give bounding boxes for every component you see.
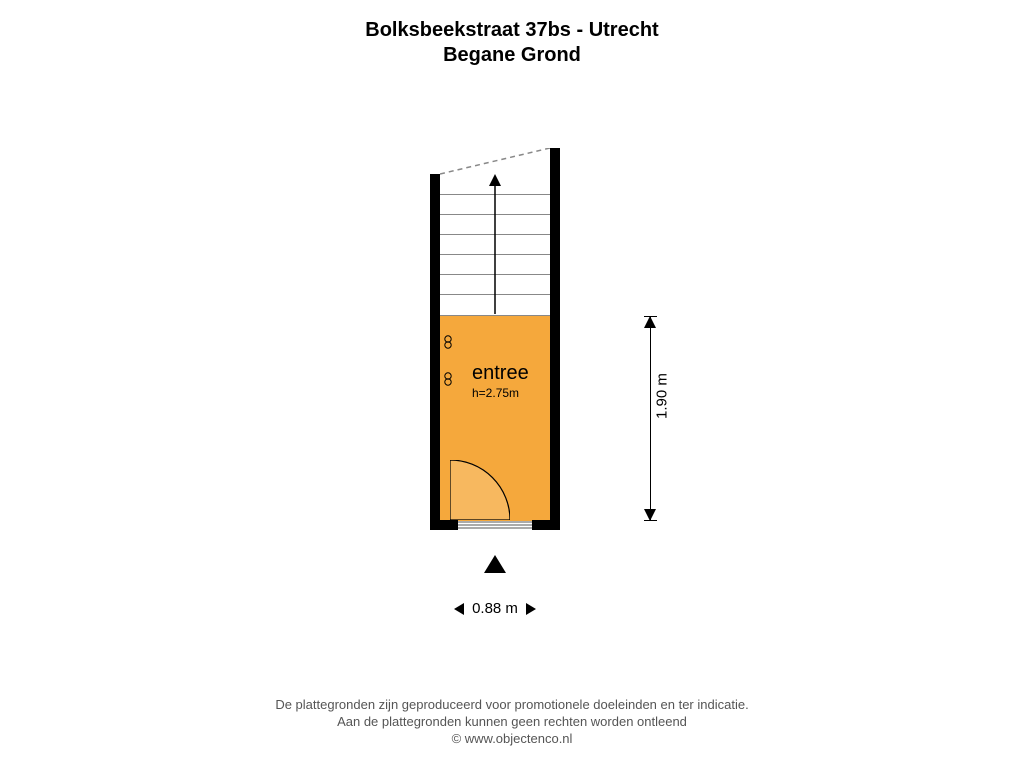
- dimension-depth-value: 1.90 m: [654, 373, 671, 419]
- wall-bottom-left: [430, 520, 458, 530]
- footer-line-1: De plattegronden zijn geproduceerd voor …: [0, 697, 1024, 714]
- room-height-label: h=2.75m: [472, 386, 519, 400]
- title-line-2: Begane Grond: [0, 43, 1024, 68]
- footer-line-2: Aan de plattegronden kunnen geen rechten…: [0, 714, 1024, 731]
- north-indicator: [430, 555, 560, 578]
- footer: De plattegronden zijn geproduceerd voor …: [0, 697, 1024, 748]
- triangle-up-icon: [484, 555, 506, 573]
- arrow-down-icon: [644, 509, 656, 521]
- meter-fixture-icon: [442, 335, 454, 349]
- triangle-left-icon: [454, 603, 464, 615]
- door-threshold: [458, 520, 532, 530]
- dimension-depth: 1.90 m: [640, 316, 700, 521]
- dimension-width-value: 0.88 m: [472, 600, 518, 617]
- meter-fixture-icon: [442, 372, 454, 386]
- title-block: Bolksbeekstraat 37bs - Utrecht Begane Gr…: [0, 18, 1024, 68]
- arrow-up-icon: [644, 316, 656, 328]
- dimension-width: 0.88 m: [430, 600, 560, 630]
- wall-right: [550, 148, 560, 530]
- wall-left: [430, 174, 440, 530]
- wall-bottom-right: [532, 520, 560, 530]
- door-swing-icon: [450, 460, 510, 520]
- room-label: entree: [472, 362, 529, 385]
- floorplan: entree h=2.75m: [430, 140, 560, 530]
- dimension-line: [650, 316, 651, 521]
- title-line-1: Bolksbeekstraat 37bs - Utrecht: [0, 18, 1024, 43]
- footer-line-3: © www.objectenco.nl: [0, 731, 1024, 748]
- stairs: [440, 174, 550, 315]
- triangle-right-icon: [526, 603, 536, 615]
- stairs-direction-arrow-icon: [485, 174, 505, 314]
